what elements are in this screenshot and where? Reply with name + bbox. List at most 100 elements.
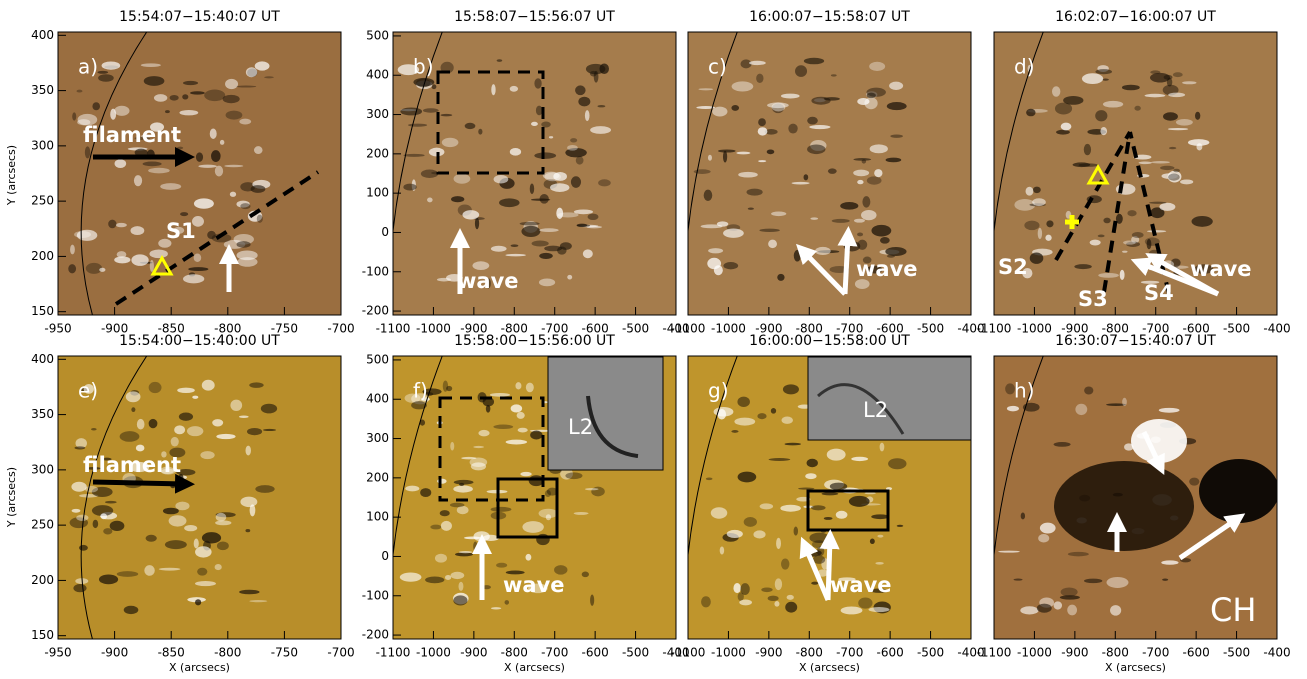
x-axis-label: X (arcsecs)	[169, 661, 230, 674]
texture	[731, 430, 739, 433]
texture	[168, 515, 187, 527]
overlays	[799, 356, 971, 601]
dashed-box	[436, 70, 545, 175]
texture	[764, 129, 778, 135]
y-tick-label: 200	[31, 573, 54, 587]
texture	[256, 214, 263, 223]
texture	[97, 70, 109, 74]
texture	[716, 221, 729, 227]
x-tick-label: -500	[622, 322, 649, 336]
x-tick-label: -900	[755, 646, 782, 660]
texture	[809, 125, 831, 130]
texture	[115, 222, 127, 228]
texture	[195, 581, 216, 587]
texture	[1100, 127, 1108, 136]
x-tick-label: -600	[1183, 646, 1210, 660]
texture	[160, 183, 182, 190]
texture	[453, 173, 471, 184]
texture	[451, 196, 465, 203]
y-tick-label: -100	[362, 264, 389, 278]
texture	[545, 514, 552, 521]
texture	[425, 576, 445, 584]
annotation: S1	[166, 219, 196, 243]
annotation: L2	[863, 398, 888, 422]
texture	[821, 492, 839, 496]
texture	[698, 88, 714, 91]
texture	[581, 571, 589, 578]
y-tick-label: 400	[31, 352, 54, 366]
x-tick-label: -1100	[671, 322, 706, 336]
texture	[722, 150, 728, 163]
y-tick-label: 400	[366, 68, 389, 82]
texture	[1059, 595, 1080, 600]
texture	[240, 203, 251, 210]
texture	[776, 537, 781, 550]
texture	[84, 485, 98, 493]
texture	[462, 210, 480, 220]
texture	[793, 249, 801, 262]
texture	[866, 265, 883, 274]
texture	[79, 494, 99, 498]
arrow	[837, 226, 858, 295]
texture	[761, 587, 773, 593]
texture	[700, 224, 723, 229]
texture	[200, 451, 215, 460]
solar-limb	[393, 32, 443, 236]
texture	[544, 245, 563, 252]
texture	[1189, 477, 1200, 486]
texture	[255, 485, 275, 493]
texture	[230, 399, 243, 411]
texture	[791, 181, 810, 185]
texture	[857, 232, 864, 237]
texture	[1022, 268, 1033, 279]
texture	[165, 110, 170, 114]
texture	[236, 200, 250, 208]
texture	[1063, 95, 1084, 105]
panel: 15:58:07−15:56:07 UTb)-1100 -1000 -900 -800…	[362, 9, 690, 336]
x-tick-label: -1100	[977, 646, 1012, 660]
texture	[726, 529, 743, 539]
solar-limb	[688, 356, 738, 560]
texture	[195, 599, 202, 606]
x-tick-label: -1100	[671, 646, 706, 660]
texture	[136, 418, 145, 430]
x-tick-label: -800	[501, 646, 528, 660]
y-tick-label: -200	[362, 304, 389, 318]
texture	[469, 457, 488, 467]
y-tick-label: 0	[381, 225, 389, 239]
texture	[708, 248, 724, 254]
panel-title: 16:02:07−16:00:07 UT	[1055, 9, 1216, 25]
texture	[420, 169, 439, 179]
texture	[756, 73, 764, 83]
texture	[170, 436, 179, 447]
texture	[254, 146, 263, 155]
x-tick-label: -500	[622, 646, 649, 660]
texture	[453, 479, 474, 485]
panel: 16:30:07−15:40:07 UT h) -1100 -1000 -900 -800…	[977, 333, 1291, 674]
x-tick-label: -600	[1183, 322, 1210, 336]
texture	[486, 278, 491, 289]
triangle-marker	[150, 254, 174, 276]
texture	[1119, 269, 1125, 281]
texture	[1095, 69, 1113, 75]
inset-front	[817, 383, 905, 435]
x-tick-label: -600	[582, 322, 609, 336]
texture	[877, 534, 884, 538]
texture	[597, 105, 606, 108]
x-tick-label: -800	[796, 322, 823, 336]
texture	[1081, 73, 1104, 85]
texture	[798, 487, 815, 490]
x-tick-label: -950	[44, 646, 71, 660]
texture	[148, 418, 158, 429]
texture	[245, 67, 258, 78]
texture	[123, 605, 139, 615]
x-tick-label: -700	[327, 322, 354, 336]
texture	[160, 466, 175, 475]
texture	[1173, 168, 1180, 173]
texture	[509, 85, 519, 92]
texture	[788, 123, 798, 134]
texture	[434, 553, 448, 563]
panel-label: a)	[78, 55, 98, 79]
texture	[92, 102, 101, 111]
texture	[245, 528, 251, 533]
